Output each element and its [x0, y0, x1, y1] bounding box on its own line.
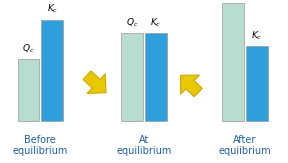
Bar — [41, 20, 63, 121]
Bar — [222, 3, 244, 121]
Text: $Q_c$: $Q_c$ — [22, 42, 35, 55]
Text: At
equilibrium: At equilibrium — [116, 135, 172, 156]
Text: Before
equilibrium: Before equilibrium — [13, 135, 68, 156]
Text: After
equiibrium: After equiibrium — [219, 135, 271, 156]
Bar — [121, 33, 143, 121]
Bar — [18, 59, 39, 121]
Bar — [246, 46, 268, 121]
Text: $K_c$: $K_c$ — [251, 29, 262, 42]
Text: $K_c$: $K_c$ — [150, 16, 162, 29]
Bar — [145, 33, 167, 121]
Text: $Q_c$: $Q_c$ — [126, 16, 138, 29]
Text: $K_c$: $K_c$ — [47, 3, 58, 15]
